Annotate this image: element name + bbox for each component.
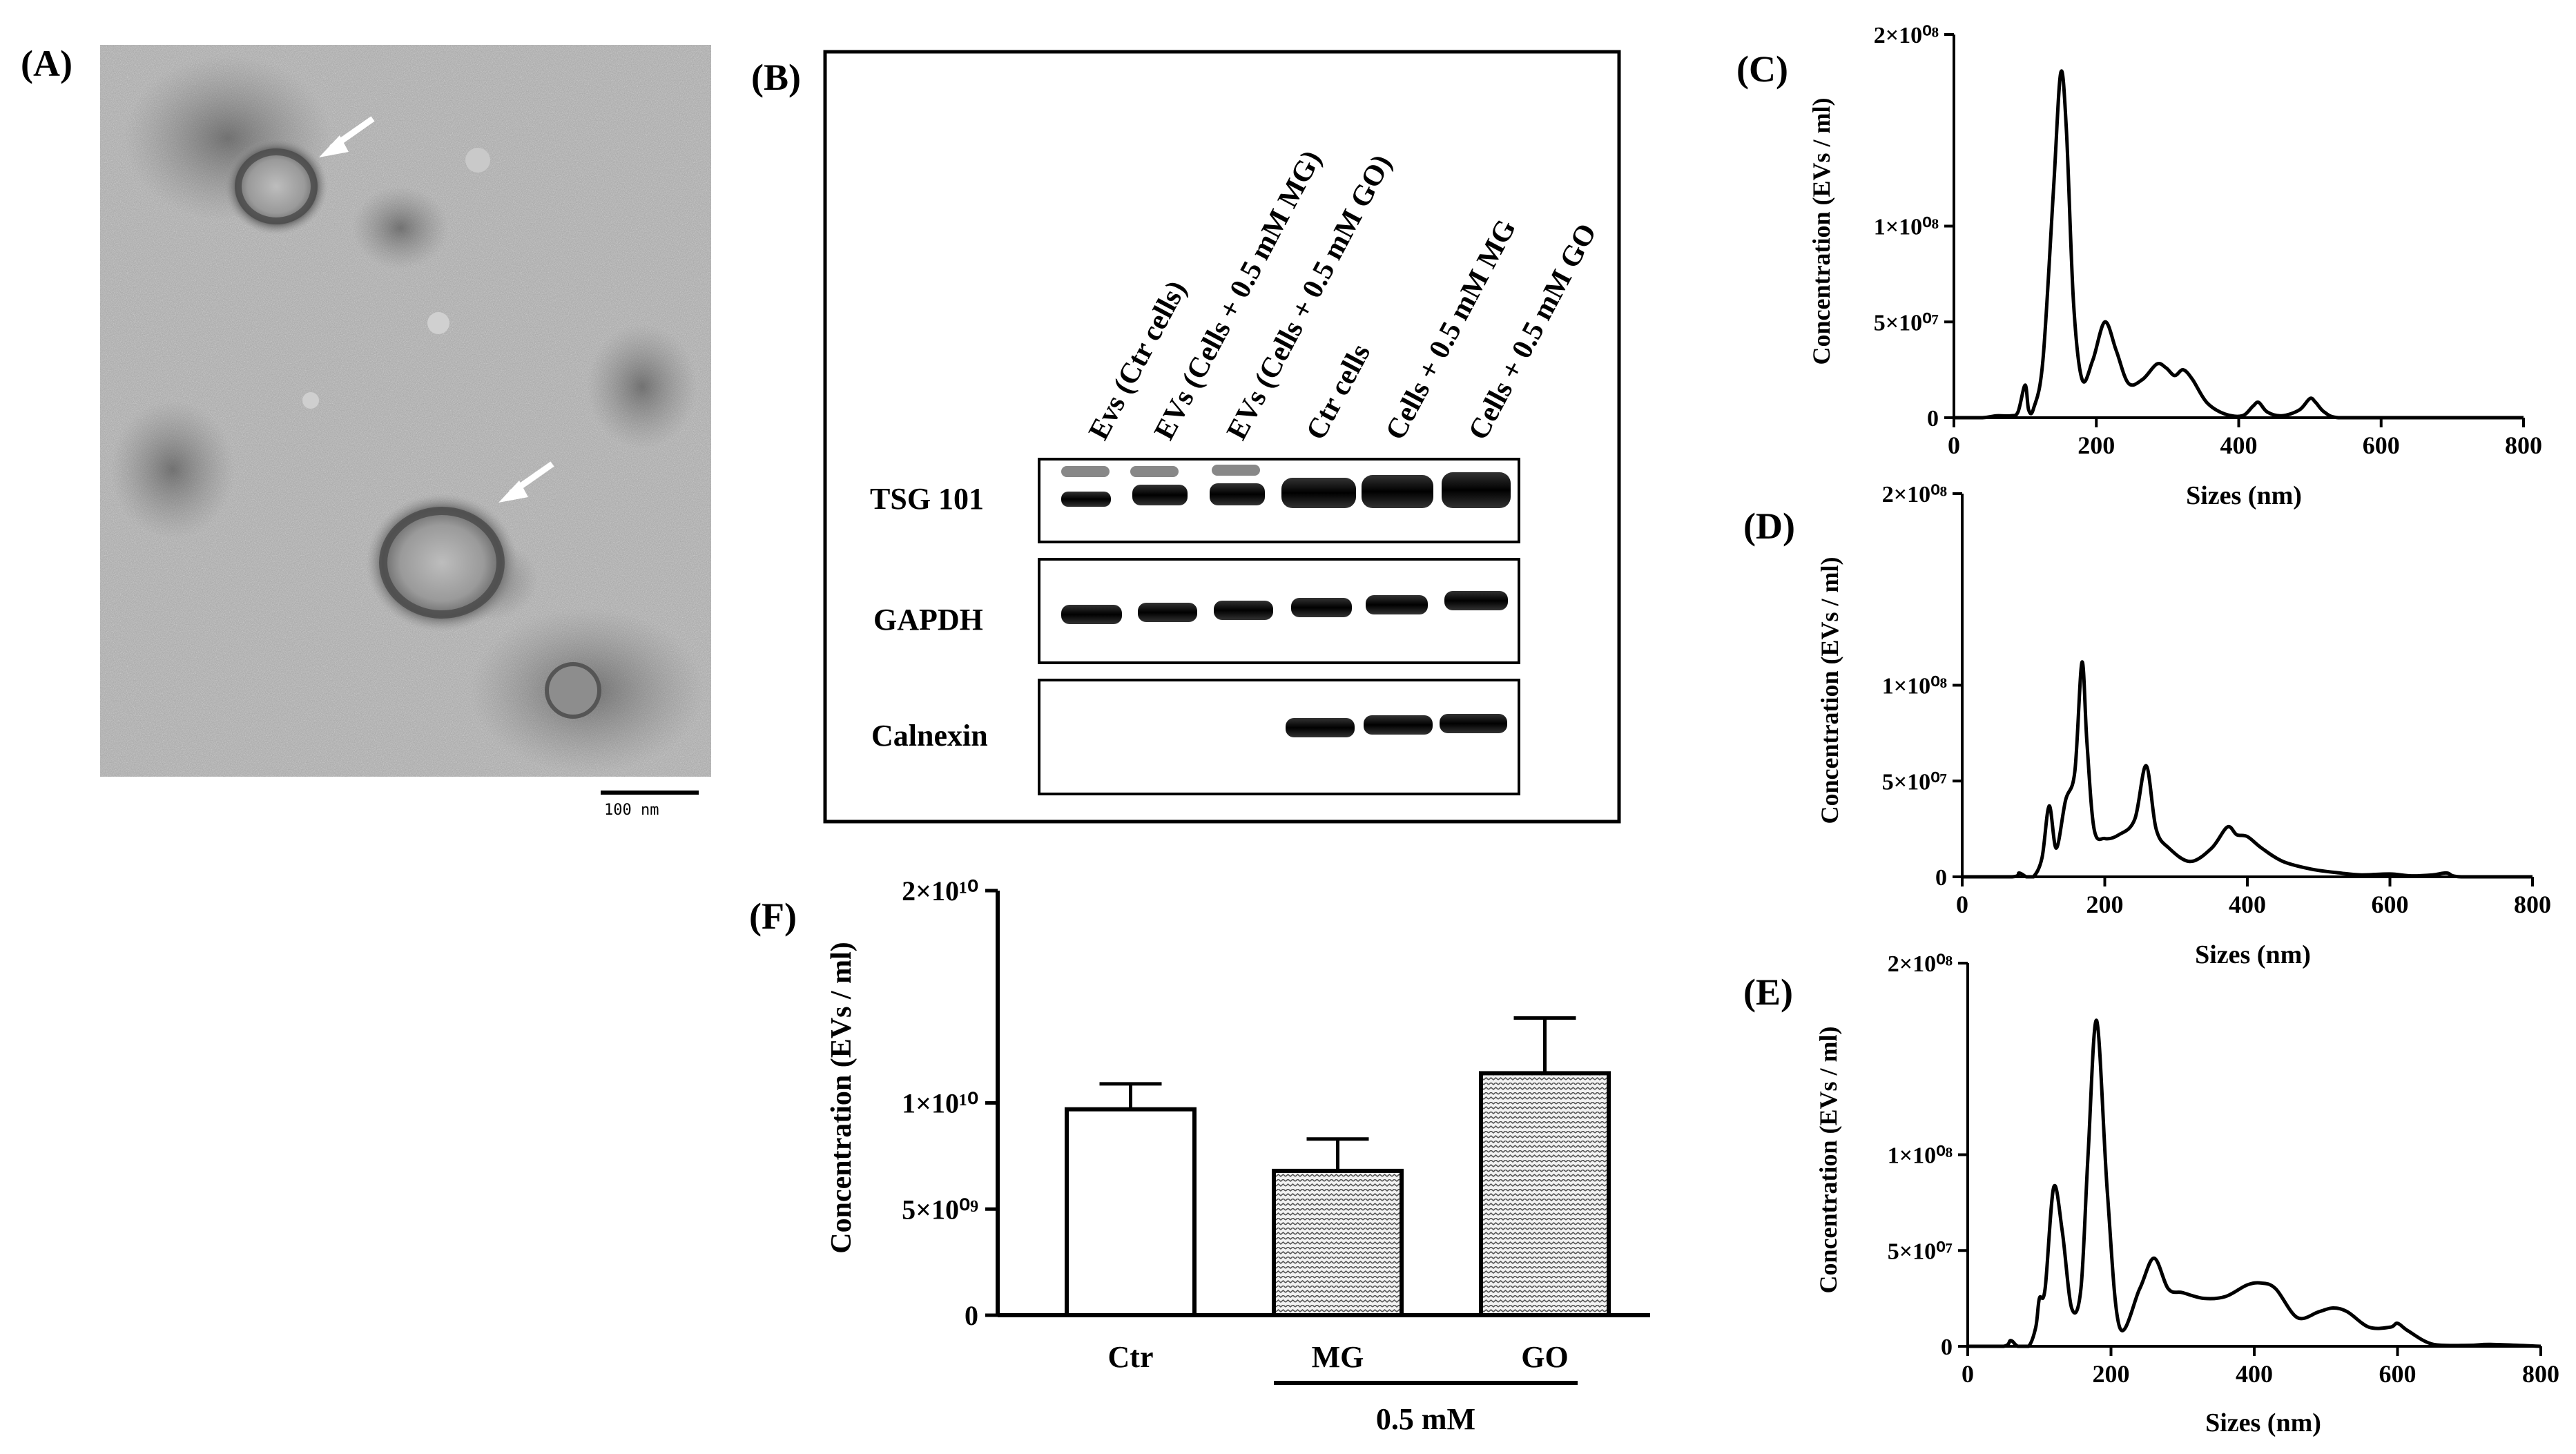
chart-d-xtick-label: 0 (1956, 891, 1968, 918)
chart-f-bar (1479, 1071, 1611, 1317)
chart-e-ytick-label: 1×10⁰⁸ (1888, 1143, 1953, 1169)
chart-c-xtick-label: 200 (2078, 432, 2115, 459)
panel-b-frame (823, 50, 1621, 824)
chart-e-xlabel: Sizes (nm) (2205, 1408, 2321, 1437)
panel-a-label: (A) (21, 43, 72, 84)
chart-d-ylabel: Concentration (EVs / ml) (1816, 557, 1843, 824)
vesicle-1 (224, 138, 328, 235)
chart-e-ytick-label: 0 (1941, 1335, 1953, 1360)
panel-b-label: (B) (751, 57, 801, 98)
chart-f-axes: 0 5×10⁰⁹ 1×10¹⁰ 2×10¹⁰ Ctr MG GO (902, 875, 1650, 1374)
panel-e: (E) 0 5×10⁰⁷ 1×10⁰⁸ 2×10⁰⁸ 0 200 400 600 800 Siz… (1743, 951, 2559, 1437)
chart-f-bar (1272, 1168, 1404, 1318)
chart-f-xtick-label: MG (1312, 1340, 1364, 1374)
chart-e-xtick-label: 200 (2093, 1360, 2130, 1388)
chart-d-xtick-label: 400 (2229, 891, 2266, 918)
chart-f-xtick-label: GO (1521, 1340, 1568, 1374)
chart-c-ytick-label: 5×10⁰⁷ (1874, 310, 1939, 336)
chart-c-ytick-label: 1×10⁰⁸ (1874, 215, 1939, 240)
chart-e-ytick-label: 2×10⁰⁸ (1888, 951, 1953, 977)
chart-c-ytick-label: 0 (1927, 406, 1939, 432)
chart-c-axes: 0 5×10⁰⁷ 1×10⁰⁸ 2×10⁰⁸ 0 200 400 600 800 (1874, 23, 2542, 459)
panel-d-label: (D) (1743, 505, 1795, 547)
chart-d-xtick-label: 200 (2086, 891, 2124, 918)
chart-e-xtick-label: 0 (1962, 1360, 1974, 1388)
chart-f-ylabel: Concentration (EVs / ml) (826, 942, 858, 1253)
chart-d-ytick-label: 0 (1935, 865, 1947, 891)
chart-c-ytick-label: 2×10⁰⁸ (1874, 23, 1939, 48)
chart-e-ytick-label: 5×10⁰⁷ (1888, 1239, 1953, 1264)
blot-label-calnexin: Calnexin (871, 719, 988, 753)
blot-calnexin (1038, 679, 1520, 795)
lane-label-4: Ctr cells (1300, 339, 1377, 445)
chart-c-xlabel: Sizes (nm) (2186, 481, 2302, 510)
chart-c-series-line (1954, 69, 2524, 420)
chart-d-axes: 0 5×10⁰⁷ 1×10⁰⁸ 2×10⁰⁸ 0 200 400 600 800 (1882, 482, 2551, 918)
chart-c-xtick-label: 400 (2220, 432, 2258, 459)
chart-c-xtick-label: 800 (2505, 432, 2542, 459)
chart-e-xtick-label: 400 (2236, 1360, 2273, 1388)
panel-c-label: (C) (1736, 48, 1788, 90)
blot-label-tsg101: TSG 101 (870, 482, 984, 516)
chart-d-xlabel: Sizes (nm) (2195, 940, 2311, 969)
chart-d-series-line (1962, 660, 2533, 879)
arrow-2-icon (498, 461, 554, 503)
panel-f-label: (F) (749, 895, 797, 937)
chart-f-group-bracket: 0.5 mM (1274, 1381, 1578, 1436)
vesicle-2 (366, 494, 518, 632)
blot-label-gapdh: GAPDH (873, 603, 983, 637)
chart-d-xtick-label: 800 (2514, 891, 2551, 918)
chart-f-group-label: 0.5 mM (1376, 1402, 1475, 1436)
tem-micrograph (100, 45, 711, 777)
chart-f-ytick-label: 0 (965, 1300, 978, 1331)
chart-f-ytick-label: 2×10¹⁰ (902, 875, 978, 907)
panel-f: (F) 0 5×10⁰⁹ 1×10¹⁰ 2×10¹⁰ Ctr MG GO Concentra… (749, 875, 1650, 1436)
chart-e-xtick-label: 600 (2379, 1360, 2417, 1388)
arrow-1-icon (319, 116, 375, 157)
blot-gapdh (1038, 558, 1520, 664)
chart-e-axes: 0 5×10⁰⁷ 1×10⁰⁸ 2×10⁰⁸ 0 200 400 600 800 (1888, 951, 2559, 1388)
lane-labels: Evs (Ctr cells) EVs (Cells + 0.5 mM MG) … (1083, 146, 1603, 445)
chart-c-xtick-label: 0 (1948, 432, 1960, 459)
chart-f-ytick-label: 5×10⁰⁹ (902, 1194, 978, 1225)
chart-e-series-line (1967, 1018, 2541, 1348)
chart-e-ylabel: Concentration (EVs / ml) (1814, 1027, 1842, 1294)
chart-f-xtick-label: Ctr (1108, 1340, 1154, 1374)
chart-d-ytick-label: 5×10⁰⁷ (1882, 769, 1947, 795)
panel-e-label: (E) (1743, 971, 1793, 1013)
chart-c-xtick-label: 600 (2363, 432, 2400, 459)
chart-d-ytick-label: 1×10⁰⁸ (1882, 674, 1947, 699)
panel-a: (A) (21, 43, 711, 819)
scale-bar: 100 nm (601, 791, 699, 819)
chart-f-bar (1065, 1107, 1197, 1317)
scale-bar-label: 100 nm (604, 802, 659, 819)
chart-c-ylabel: Concentration (EVs / ml) (1808, 98, 1835, 365)
panel-d: (D) 0 5×10⁰⁷ 1×10⁰⁸ 2×10⁰⁸ 0 200 400 600 800 Siz… (1743, 482, 2551, 969)
chart-f-ytick-label: 1×10¹⁰ (902, 1088, 978, 1119)
panel-b: (B) Evs (Ctr cells) EVs (Cells + 0.5 mM … (751, 50, 1621, 824)
chart-d-ytick-label: 2×10⁰⁸ (1882, 482, 1947, 507)
chart-e-xtick-label: 800 (2522, 1360, 2559, 1388)
blot-tsg101 (1038, 458, 1520, 543)
chart-d-xtick-label: 600 (2372, 891, 2409, 918)
